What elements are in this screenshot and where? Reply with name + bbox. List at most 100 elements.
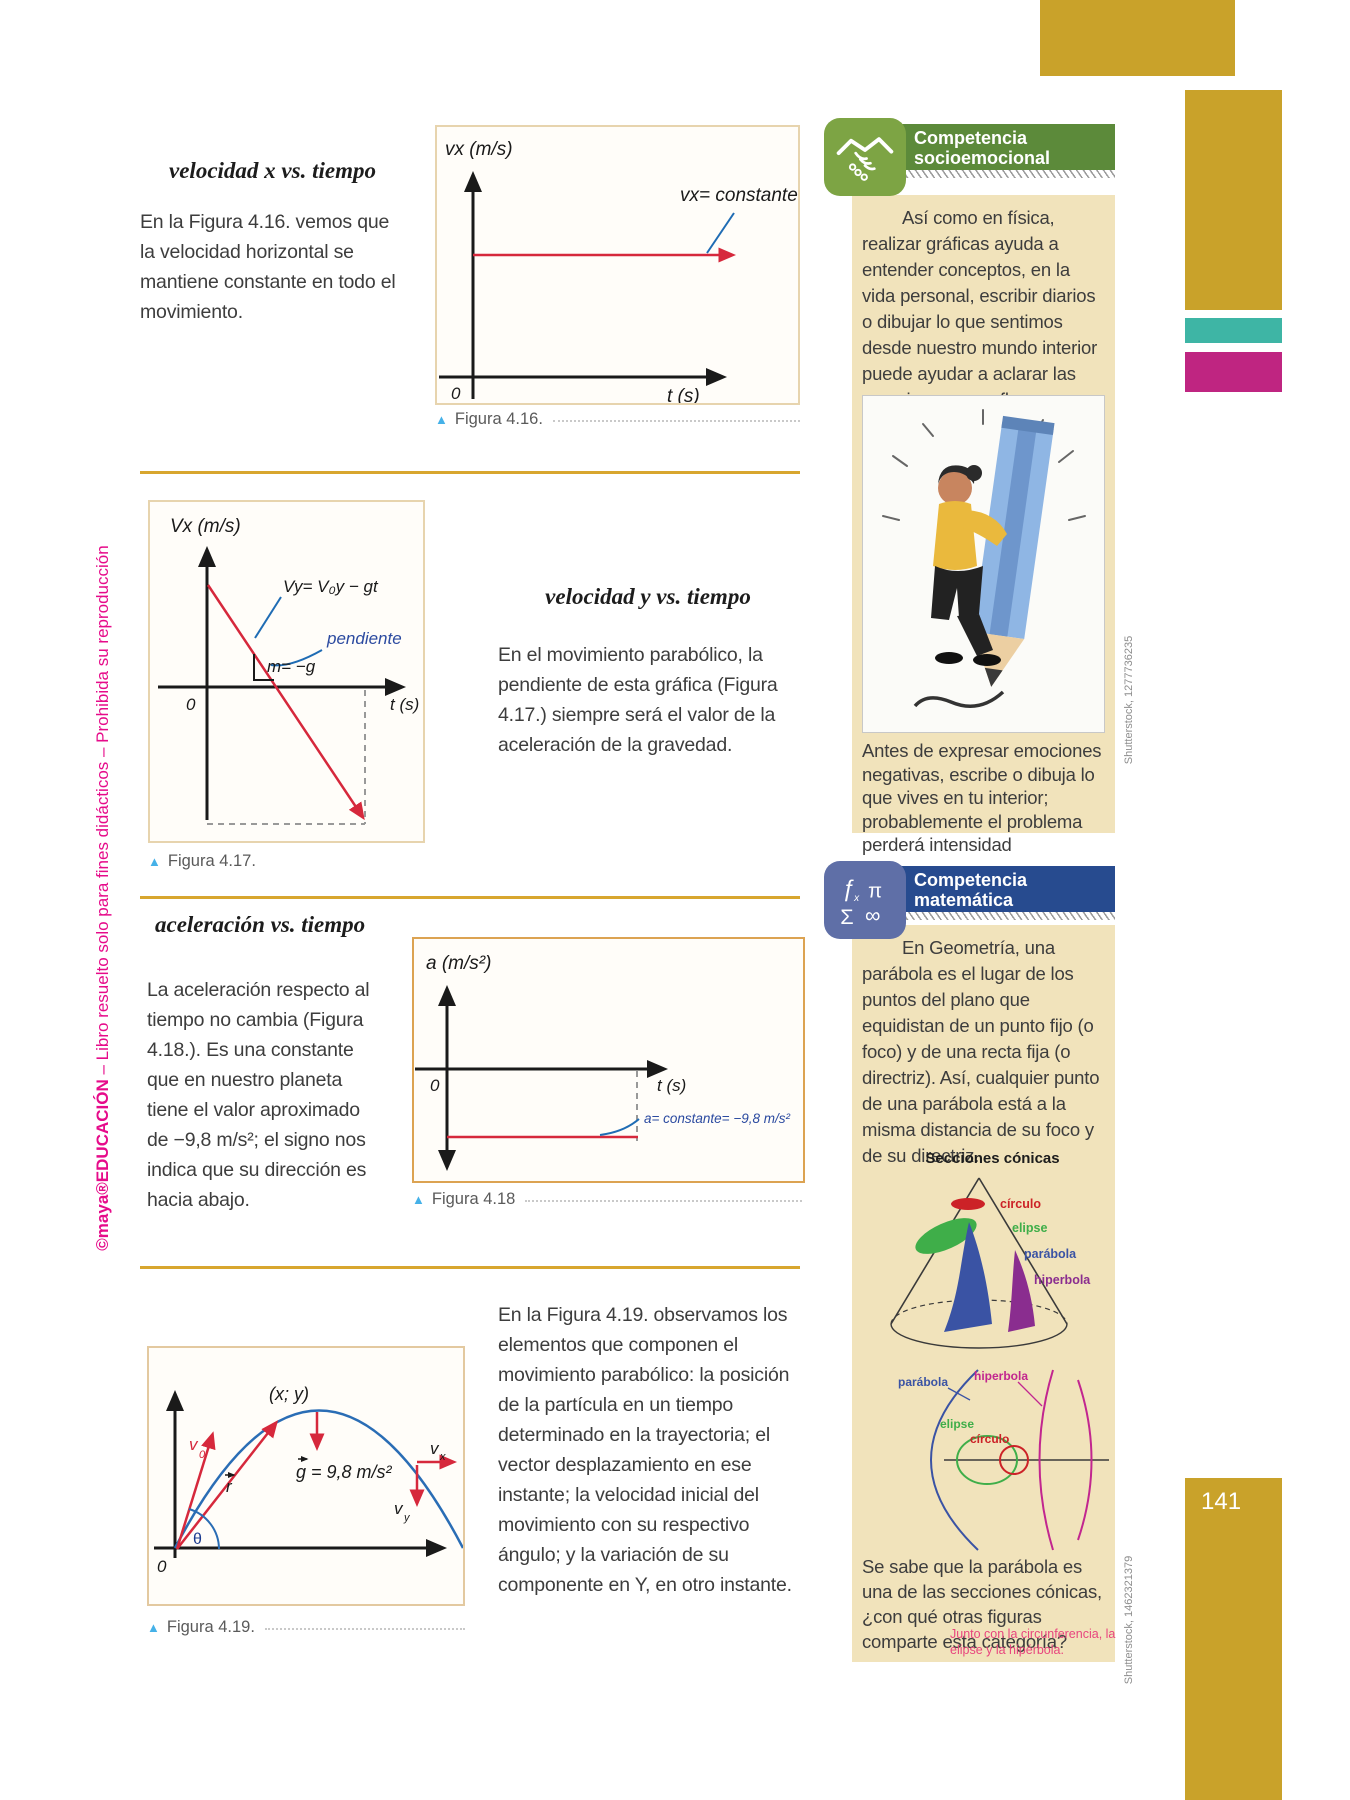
graph-vy-vs-t: Vx (m/s) 0 t (s) Vy= V₀y − gt pendiente … bbox=[158, 516, 419, 825]
v0-subscript: 0 bbox=[199, 1449, 206, 1461]
gravity-label: g = 9,8 m/s² bbox=[296, 1462, 393, 1482]
cone-label-parabola: parábola bbox=[1024, 1247, 1077, 1261]
heading-velocidad-y: velocidad y vs. tiempo bbox=[545, 584, 751, 609]
origin-label: 0 bbox=[430, 1076, 440, 1095]
socioemocional-title-line2: socioemocional bbox=[914, 148, 1051, 168]
caption-triangle-icon: ▲ bbox=[147, 1620, 160, 1635]
plane-label-hiperbola: hiperbola bbox=[974, 1369, 1028, 1383]
socioemocional-note: Antes de expresar emociones negativas, e… bbox=[862, 740, 1102, 855]
radiating-dashes bbox=[882, 409, 1086, 521]
image-credit-1: Shutterstock, 1277736235 bbox=[1123, 635, 1135, 765]
pencil-scribble-line bbox=[913, 690, 1005, 708]
top-gold-bar bbox=[1040, 0, 1235, 76]
page-number-block: 141 bbox=[1185, 1478, 1282, 1800]
theta-label: θ bbox=[193, 1531, 202, 1548]
page-number: 141 bbox=[1201, 1488, 1242, 1515]
circle-curve bbox=[999, 1445, 1029, 1475]
caption-text: Figura 4.17. bbox=[167, 852, 256, 870]
x-axis-label: t (s) bbox=[667, 386, 700, 403]
math-symbols-icon: ƒ x π Σ ∞ bbox=[840, 875, 882, 929]
socioemocional-icon-tile bbox=[824, 118, 906, 196]
slope-right-angle bbox=[253, 654, 274, 681]
hyperbola-section bbox=[1008, 1250, 1035, 1332]
socioemocional-header-hatch bbox=[900, 170, 1115, 178]
y-axis-label: a (m/s²) bbox=[426, 953, 491, 974]
matematica-paragraph: En Geometría, una parábola es el lugar d… bbox=[862, 937, 1100, 1166]
caption-text: Figura 4.16. bbox=[454, 410, 543, 428]
matematica-header: Competencia matemática bbox=[900, 866, 1115, 912]
publisher-logo: ©maya®EDUCACIÓN bbox=[93, 1079, 112, 1251]
equation-label: Vy= V₀y − gt bbox=[283, 577, 379, 596]
svg-text:ƒ: ƒ bbox=[842, 875, 855, 901]
caption-dotted-rule bbox=[264, 1626, 465, 1630]
conic-sections-title: Secciones cónicas bbox=[925, 1150, 1060, 1167]
vx-label: v bbox=[430, 1439, 440, 1458]
equation-pointer bbox=[254, 596, 282, 639]
parabolic-motion-diagram: 0 (x; y) g = 9,8 m/s² v 0 r v x v y θ bbox=[154, 1384, 465, 1576]
caption-fig-4-18: ▲ Figura 4.18 bbox=[412, 1190, 802, 1209]
ellipse-curve bbox=[956, 1435, 1018, 1485]
plane-label-elipse: elipse bbox=[940, 1417, 974, 1431]
paragraph-velocidad-x: En la Figura 4.16. vemos que la velocida… bbox=[140, 211, 396, 323]
slope-value-label: m= −g bbox=[267, 657, 316, 676]
y-axis-label: Vx (m/s) bbox=[170, 516, 241, 537]
svg-text:∞: ∞ bbox=[865, 902, 880, 927]
plane-label-circulo: círculo bbox=[970, 1432, 1009, 1446]
figure-4-18: a (m/s²) 0 t (s) a= constante= −9,8 m/s² bbox=[412, 937, 805, 1183]
caption-text: Figura 4.19. bbox=[166, 1618, 255, 1636]
conic-curves-diagram: parábola hiperbola elipse círculo bbox=[898, 1369, 1109, 1551]
caption-fig-4-17: ▲ Figura 4.17. bbox=[148, 852, 425, 871]
r-label: r bbox=[226, 1477, 233, 1496]
cone-label-circulo: círculo bbox=[1000, 1197, 1041, 1211]
caption-fig-4-16: ▲ Figura 4.16. bbox=[435, 410, 800, 429]
socioemocional-title-line1: Competencia bbox=[914, 128, 1028, 148]
caption-dotted-rule bbox=[552, 418, 800, 422]
hyperbola-right-branch bbox=[1077, 1379, 1093, 1541]
ellipse-section bbox=[915, 1218, 977, 1254]
right-teal-bar bbox=[1185, 318, 1282, 343]
matematica-title-line2: matemática bbox=[914, 890, 1014, 910]
svg-text:π: π bbox=[868, 881, 882, 903]
parabola-section bbox=[944, 1222, 992, 1332]
image-credit-2: Shutterstock, 1462321379 bbox=[1123, 1555, 1135, 1685]
origin-label: 0 bbox=[157, 1557, 167, 1576]
divider-rule-2 bbox=[140, 896, 800, 899]
heading-velocidad-x: velocidad x vs. tiempo bbox=[169, 158, 376, 183]
paragraph-aceleracion: La aceleración respecto al tiempo no cam… bbox=[147, 979, 370, 1211]
caption-triangle-icon: ▲ bbox=[435, 412, 448, 427]
vy-subscript: y bbox=[403, 1512, 411, 1524]
annotation-pointer bbox=[706, 212, 735, 254]
velocity-y-line bbox=[206, 584, 365, 821]
trajectory-parabola bbox=[173, 1409, 465, 1549]
annotation-vx-constante: vx= constante bbox=[680, 185, 798, 206]
right-gold-block bbox=[1185, 90, 1282, 310]
caption-triangle-icon: ▲ bbox=[412, 1192, 425, 1207]
plane-label-parabola: parábola bbox=[898, 1375, 948, 1389]
matematica-title-line1: Competencia bbox=[914, 870, 1028, 890]
pencil-illustration-frame bbox=[862, 395, 1105, 733]
x-axis-label: t (s) bbox=[657, 1076, 686, 1095]
annotation-a-constante: a= constante= −9,8 m/s² bbox=[644, 1111, 790, 1126]
origin-label: 0 bbox=[451, 384, 461, 403]
y-axis-label: vx (m/s) bbox=[445, 139, 513, 160]
matematica-icon-tile: ƒ x π Σ ∞ bbox=[824, 861, 906, 939]
figure-4-19: 0 (x; y) g = 9,8 m/s² v 0 r v x v y θ bbox=[147, 1346, 465, 1606]
origin-label: 0 bbox=[186, 695, 196, 714]
v0-label: v bbox=[189, 1435, 199, 1454]
initial-velocity-vector bbox=[175, 1431, 216, 1550]
theta-arc bbox=[188, 1508, 220, 1550]
caption-dotted-rule bbox=[525, 1198, 802, 1202]
paragraph-fig-4-19: En la Figura 4.19. observamos los elemen… bbox=[498, 1304, 792, 1596]
annotation-pointer bbox=[599, 1118, 640, 1136]
handwritten-answer: Junto con la circunferencia, la elipse y… bbox=[950, 1627, 1116, 1657]
x-axis-label: t (s) bbox=[390, 695, 419, 714]
handshake-icon bbox=[836, 137, 894, 181]
graph-vx-vs-t: vx (m/s) 0 t (s) vx= constante bbox=[439, 139, 798, 407]
copyright-watermark: ©maya®EDUCACIÓN – Libro resuelto solo pa… bbox=[93, 458, 113, 1338]
point-label: (x; y) bbox=[269, 1384, 309, 1404]
matematica-question: Se sabe que la parábola es una de las se… bbox=[862, 1556, 1102, 1652]
caption-fig-4-19: ▲ Figura 4.19. bbox=[147, 1618, 465, 1637]
socioemocional-header: Competencia socioemocional bbox=[900, 124, 1115, 170]
paragraph-velocidad-y: En el movimiento parabólico, la pendient… bbox=[498, 644, 778, 756]
